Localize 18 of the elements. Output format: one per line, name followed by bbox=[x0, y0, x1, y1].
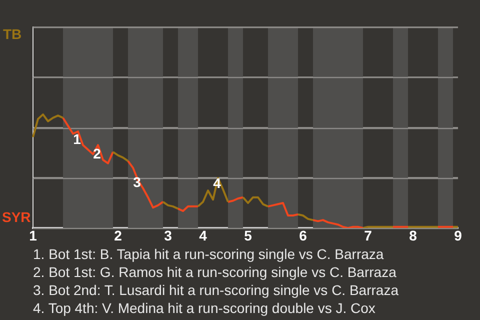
text: SYR bbox=[2, 208, 31, 225]
x-tick-label: 1 bbox=[29, 227, 38, 244]
text: 1. Bot 1st: B. Tapia hit a run-scoring single vs C. Barraza bbox=[33, 245, 385, 263]
x-tick-label: 3 bbox=[164, 227, 172, 244]
x-tick-label: 7 bbox=[364, 227, 372, 244]
annotation: 2 bbox=[93, 146, 102, 162]
text: 4. Top 4th: V. Medina hit a run-scoring double vs J. Cox bbox=[33, 299, 376, 317]
x-tick-label: 2 bbox=[114, 227, 122, 244]
text: 3. Bot 2nd: T. Lusardi hit a run-scoring single vs C. Barraza bbox=[33, 281, 400, 299]
text: 2. Bot 1st: G. Ramos hit a run-scoring single vs C. Barraza bbox=[33, 263, 398, 281]
x-tick-label: 6 bbox=[299, 227, 308, 244]
text: TB bbox=[3, 26, 22, 42]
annotation: 4 bbox=[213, 175, 222, 192]
x-tick-label: 4 bbox=[199, 227, 208, 244]
annotation: 1 bbox=[73, 130, 82, 147]
x-tick-label: 8 bbox=[409, 227, 418, 244]
x-tick-label: 9 bbox=[454, 227, 462, 244]
x-tick-label: 5 bbox=[244, 227, 252, 244]
